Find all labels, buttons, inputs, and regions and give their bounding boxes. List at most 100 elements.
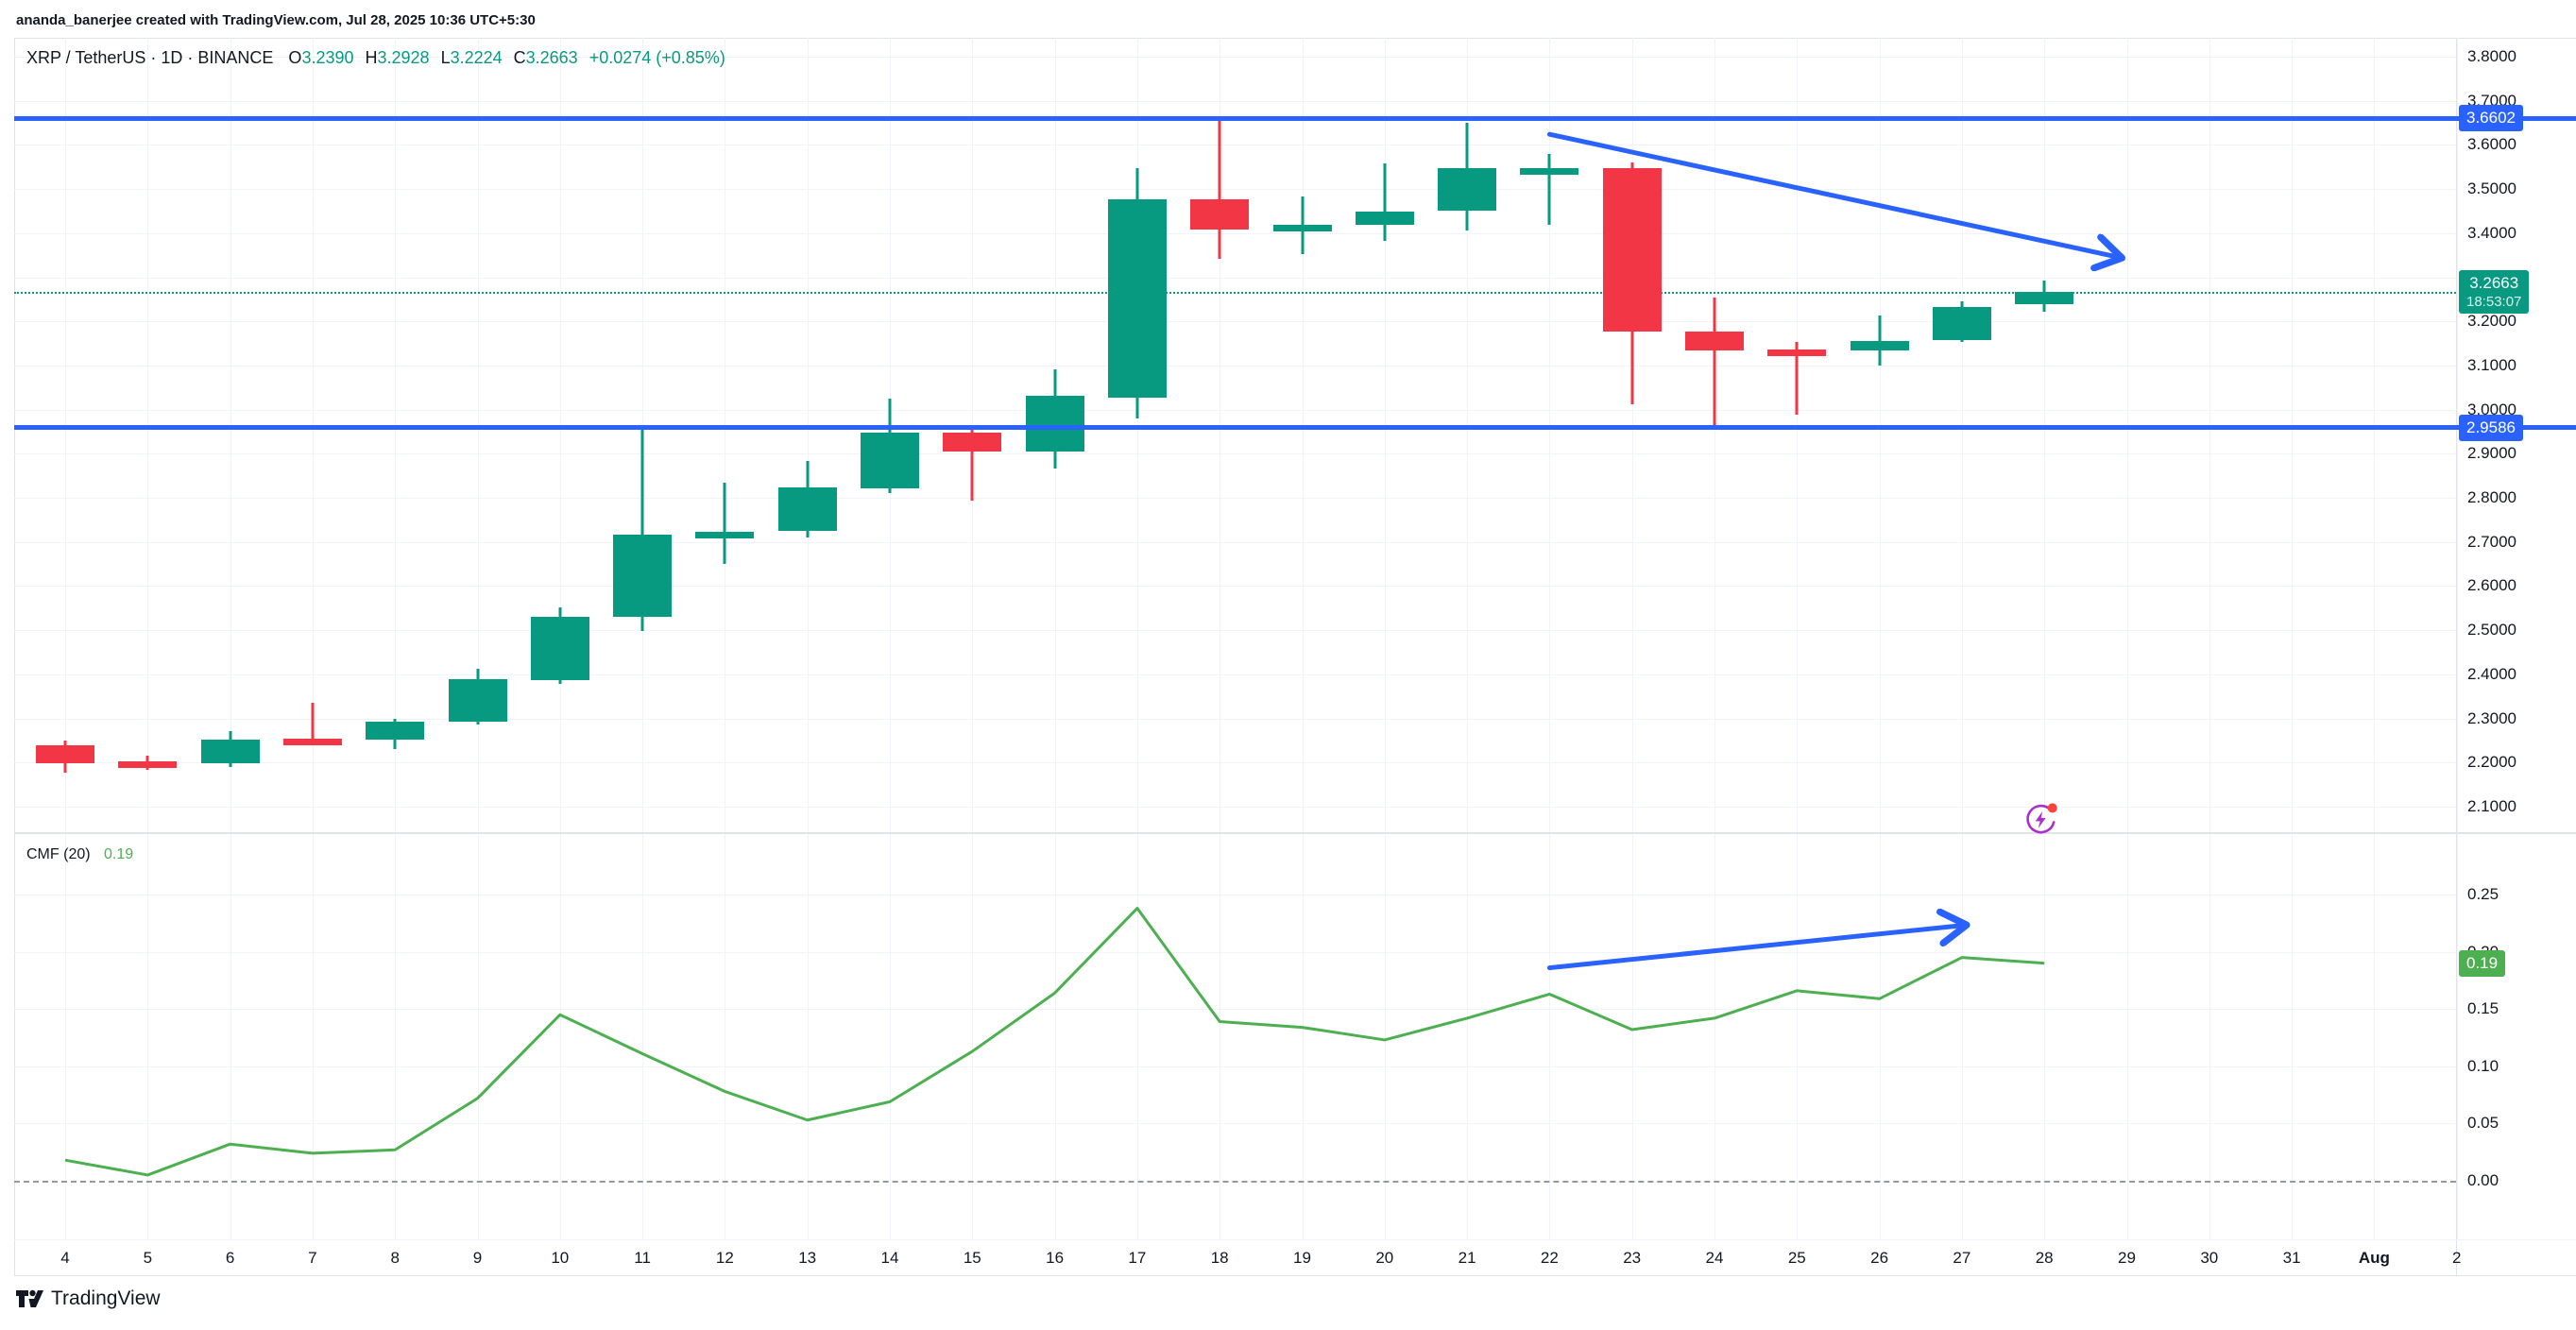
cmf-tick-label: 0.00 — [2467, 1171, 2499, 1189]
time-gridline — [147, 38, 149, 1239]
time-label: 26 — [1870, 1249, 1889, 1267]
price-gridline — [14, 498, 2456, 499]
time-gridline — [1797, 38, 1799, 1239]
price-tick-label: 3.0000 — [2467, 400, 2516, 418]
time-gridline — [1302, 38, 1304, 1239]
price-axis-separator — [2456, 38, 2457, 1276]
candle-jul-8 — [366, 721, 425, 740]
candle-jul-20 — [1355, 211, 1414, 225]
time-label: 28 — [2035, 1249, 2054, 1267]
time-gridline — [1631, 38, 1633, 1239]
time-label: 14 — [880, 1249, 899, 1267]
candle-wick — [1713, 297, 1716, 429]
price-gridline — [14, 321, 2456, 323]
candle-jul-18 — [1190, 198, 1250, 230]
current-price-badge: 3.2663 18:53:07 — [2459, 270, 2530, 315]
resistance-level-line[interactable] — [14, 115, 2576, 121]
time-gridline — [2292, 38, 2294, 1239]
candle-jul-24 — [1685, 331, 1744, 351]
time-gridline — [230, 38, 231, 1239]
cmf-gridline — [14, 1066, 2456, 1067]
price-tick-label: 3.1000 — [2467, 355, 2516, 374]
candle-jul-9 — [448, 678, 507, 722]
time-gridline — [642, 38, 644, 1239]
candle-wick — [1878, 315, 1882, 366]
candle-jul-22 — [1520, 167, 1579, 175]
price-gridline — [14, 762, 2456, 764]
cmf-zero-line — [14, 1181, 2456, 1183]
time-gridline — [1961, 38, 1963, 1239]
tradingview-logo-icon — [16, 1289, 43, 1307]
symbol-title[interactable]: XRP / TetherUS · 1D · BINANCE — [26, 48, 274, 67]
time-gridline — [1467, 38, 1469, 1239]
time-label: 21 — [1458, 1249, 1476, 1267]
candle-jul-7 — [282, 738, 342, 745]
price-tick-label: 3.7000 — [2467, 91, 2516, 110]
time-label: 19 — [1293, 1249, 1311, 1267]
candle-wick — [640, 426, 644, 632]
time-gridline — [2456, 38, 2458, 1239]
time-gridline — [395, 38, 397, 1239]
candle-jul-10 — [530, 617, 589, 680]
candle-jul-4 — [36, 744, 94, 763]
candle-jul-17 — [1107, 198, 1167, 398]
price-gridline — [14, 100, 2456, 102]
symbol-legend[interactable]: XRP / TetherUS · 1D · BINANCE O3.2390 H3.2… — [26, 48, 725, 68]
candle-jul-11 — [613, 534, 673, 618]
time-label: 4 — [60, 1249, 70, 1267]
high-label: H — [365, 48, 378, 67]
price-tick-label: 2.7000 — [2467, 532, 2516, 551]
cmf-value-badge: 0.19 — [2459, 949, 2506, 977]
price-gridline — [14, 409, 2456, 411]
price-tick-label: 3.2000 — [2467, 312, 2516, 331]
price-tick-label: 3.5000 — [2467, 179, 2516, 198]
candle-jul-23 — [1602, 168, 1662, 332]
time-label: 30 — [2200, 1249, 2219, 1267]
price-gridline — [14, 630, 2456, 632]
time-label: 7 — [308, 1249, 317, 1267]
candle-jul-15 — [943, 432, 1002, 452]
time-gridline — [312, 38, 314, 1239]
candle-jul-19 — [1272, 224, 1332, 231]
price-gridline — [14, 541, 2456, 543]
time-gridline — [65, 38, 66, 1239]
support-level-line[interactable] — [14, 425, 2576, 431]
price-gridline — [14, 586, 2456, 588]
candle-wick — [1547, 154, 1551, 225]
time-label: 9 — [472, 1249, 483, 1267]
cmf-tick-label: 0.10 — [2467, 1056, 2499, 1075]
time-label: 12 — [715, 1249, 734, 1267]
time-label: Aug — [2358, 1249, 2390, 1267]
candle-jul-6 — [200, 739, 260, 763]
time-label: 23 — [1623, 1249, 1642, 1267]
candle-jul-26 — [1850, 340, 1909, 350]
cmf-tick-label: 0.25 — [2467, 885, 2499, 903]
candle-jul-25 — [1767, 350, 1827, 357]
time-label: 27 — [1953, 1249, 1971, 1267]
time-label: 11 — [634, 1249, 651, 1267]
time-label: 24 — [1705, 1249, 1724, 1267]
price-gridline — [14, 718, 2456, 720]
cmf-name: CMF (20) — [26, 846, 91, 862]
time-gridline — [2126, 38, 2128, 1239]
attribution-text: ananda_banerjee created with TradingView… — [16, 12, 536, 28]
time-label: 20 — [1375, 1249, 1394, 1267]
candle-jul-12 — [695, 531, 755, 538]
time-label: 16 — [1046, 1249, 1065, 1267]
time-gridline — [807, 38, 809, 1239]
cmf-tick-label: 0.05 — [2467, 1114, 2499, 1133]
tradingview-brand-text: TradingView — [51, 1287, 161, 1309]
cmf-gridline — [14, 1009, 2456, 1011]
current-price-line — [14, 292, 2456, 295]
low-value: 3.2224 — [450, 48, 503, 67]
time-gridline — [890, 38, 891, 1239]
cmf-indicator-legend[interactable]: CMF (20) 0.19 — [26, 846, 133, 863]
time-gridline — [2044, 38, 2046, 1239]
high-value: 3.2928 — [377, 48, 430, 67]
price-tick-label: 2.4000 — [2467, 664, 2516, 683]
time-gridline — [477, 38, 479, 1239]
time-label: 25 — [1787, 1249, 1806, 1267]
tradingview-brand[interactable]: TradingView — [15, 1287, 161, 1310]
time-gridline — [1549, 38, 1551, 1239]
